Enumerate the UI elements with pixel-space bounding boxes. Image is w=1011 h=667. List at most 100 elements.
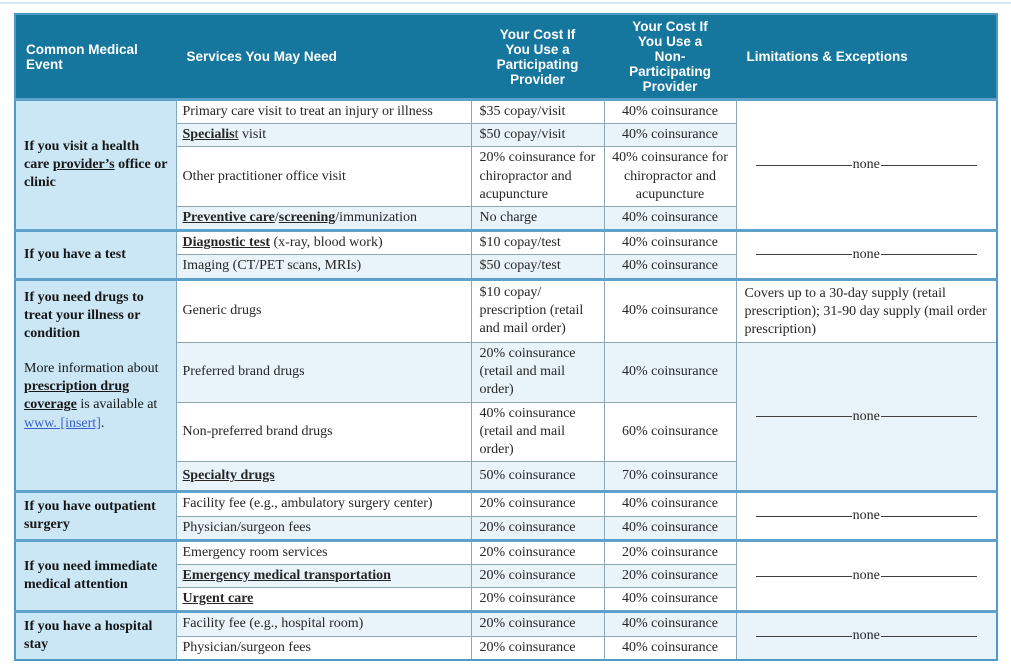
service-cell-primary-care: Primary care visit to treat an injury or… bbox=[175, 98, 472, 125]
participating-cost-cell: $50 copay/test bbox=[470, 254, 605, 280]
participating-cost-cell: $10 copay/test bbox=[470, 230, 605, 256]
non-participating-cost-cell: 40% coinsurance bbox=[603, 515, 737, 541]
event-text: If you have a hospital stay bbox=[24, 618, 153, 652]
prescription-info-link[interactable]: www. [insert] bbox=[24, 415, 101, 431]
section-immediate-attention: If you need immediate medical attention … bbox=[14, 539, 998, 613]
non-participating-cost-cell: 40% coinsurance bbox=[603, 611, 737, 637]
note-text: is available at bbox=[76, 397, 158, 413]
participating-cost-cell: $50 copay/visit bbox=[470, 123, 605, 148]
col-header-common-medical-event: Common Medical Event bbox=[14, 13, 177, 100]
event-cell-test: If you have a test bbox=[14, 230, 177, 280]
note-text: More information about bbox=[24, 361, 159, 377]
participating-cost-cell: No charge bbox=[470, 205, 605, 232]
none-indicator: none bbox=[745, 246, 989, 264]
service-cell-other-practitioner: Other practitioner office visit bbox=[175, 146, 472, 207]
none-indicator: none bbox=[745, 567, 989, 585]
none-label: none bbox=[852, 408, 880, 424]
non-participating-cost-cell: 60% coinsurance bbox=[603, 401, 737, 463]
col-header-limitations: Limitations & Exceptions bbox=[735, 13, 998, 100]
event-text: If you need drugs to treat your illness … bbox=[24, 289, 144, 341]
glossary-term-preventive-care[interactable]: Preventive care bbox=[182, 209, 275, 225]
event-text: If you visit a health care bbox=[24, 138, 140, 172]
limitations-cell: none bbox=[735, 539, 998, 613]
section-office-clinic: If you visit a health care provider’s of… bbox=[14, 98, 998, 232]
participating-cost-cell: 20% coinsurance bbox=[470, 491, 605, 517]
none-dash-line bbox=[755, 254, 852, 256]
none-indicator: none bbox=[745, 156, 989, 174]
service-cell-preventive-care: Preventive care/screening/immunization bbox=[175, 205, 472, 232]
glossary-term-prescription-drug-coverage[interactable]: prescription drug coverage bbox=[24, 379, 130, 413]
non-participating-cost-cell: 20% coinsurance bbox=[603, 539, 737, 565]
participating-cost-cell: $10 copay/ prescription (retail and mail… bbox=[470, 278, 605, 344]
table-row: If you visit a health care provider’s of… bbox=[14, 98, 998, 232]
non-participating-cost-cell: 40% coinsurance bbox=[603, 205, 737, 232]
header-row: Common Medical Event Services You May Ne… bbox=[14, 13, 998, 100]
table-row: Physician/surgeon fees 20% coinsurance 4… bbox=[15, 515, 997, 541]
participating-cost-cell: 20% coinsurance bbox=[470, 587, 605, 613]
glossary-term-providers[interactable]: provider’s bbox=[52, 156, 115, 172]
non-participating-cost-cell: 40% coinsurance for chiropractor and acu… bbox=[603, 146, 737, 207]
service-cell-urgent-care: Urgent care bbox=[175, 587, 472, 613]
glossary-term-screening[interactable]: screening bbox=[278, 209, 336, 225]
none-indicator: none bbox=[745, 507, 989, 525]
table-row: If you have a hospital stay Facility fee… bbox=[14, 611, 998, 661]
none-label: none bbox=[852, 627, 880, 643]
col-header-services: Services You May Need bbox=[175, 13, 472, 100]
service-cell-physician-surgeon-fees: Physician/surgeon fees bbox=[175, 515, 472, 541]
non-participating-cost-cell: 40% coinsurance bbox=[603, 342, 737, 403]
glossary-term-specialty-drugs[interactable]: Specialty drugs bbox=[182, 468, 275, 484]
none-dash-line bbox=[880, 416, 977, 418]
table-row: Preventive care/screening/immunization N… bbox=[15, 205, 997, 232]
none-dash-line bbox=[755, 416, 852, 418]
table-row: If you have a test Diagnostic test (x-ra… bbox=[14, 230, 998, 280]
table-row: If you have outpatient surgery Facility … bbox=[14, 491, 998, 541]
glossary-term-emergency-medical-transportation[interactable]: Emergency medical transportation bbox=[182, 567, 391, 583]
participating-cost-cell: 20% coinsurance bbox=[470, 539, 605, 565]
event-text: If you have outpatient surgery bbox=[24, 498, 156, 533]
service-text: visit bbox=[238, 127, 267, 143]
drug-info-note: More information about prescription drug… bbox=[24, 360, 168, 433]
limitations-cell: none bbox=[735, 98, 998, 232]
glossary-term-specialist[interactable]: Specialis bbox=[182, 127, 235, 143]
event-text: If you have a test bbox=[24, 246, 126, 262]
non-participating-cost-cell: 40% coinsurance bbox=[603, 491, 737, 517]
section-drugs: If you need drugs to treat your illness … bbox=[14, 278, 998, 493]
limitations-cell-drug-supply: Covers up to a 30-day supply (retail pre… bbox=[735, 278, 998, 344]
participating-cost-cell: 20% coinsurance for chiropractor and acu… bbox=[470, 146, 605, 207]
event-cell-office-clinic: If you visit a health care provider’s of… bbox=[14, 98, 177, 232]
non-participating-cost-cell: 40% coinsurance bbox=[603, 587, 737, 613]
limitations-cell: none bbox=[735, 342, 998, 493]
none-dash-line bbox=[880, 254, 977, 256]
service-cell-preferred-brand-drugs: Preferred brand drugs bbox=[175, 342, 472, 403]
service-cell-emergency-room: Emergency room services bbox=[175, 539, 472, 565]
event-text: If you need immediate medical attention bbox=[24, 558, 158, 593]
table-row: If you need immediate medical attention … bbox=[14, 539, 998, 613]
service-cell-specialty-drugs: Specialty drugs bbox=[175, 461, 472, 493]
participating-cost-cell: 20% coinsurance bbox=[470, 611, 605, 637]
participating-cost-cell: $35 copay/visit bbox=[470, 98, 605, 125]
none-dash-line bbox=[880, 515, 977, 517]
table-row: Non-preferred brand drugs 40% coinsuranc… bbox=[15, 401, 997, 463]
event-cell-hospital-stay: If you have a hospital stay bbox=[14, 611, 177, 661]
none-label: none bbox=[852, 567, 880, 583]
none-dash-line bbox=[755, 515, 852, 517]
participating-cost-cell: 40% coinsurance (retail and mail order) bbox=[470, 401, 605, 463]
service-cell-imaging: Imaging (CT/PET scans, MRIs) bbox=[175, 254, 472, 280]
glossary-term-diagnostic-test[interactable]: Diagnostic test bbox=[182, 235, 271, 251]
non-participating-cost-cell: 40% coinsurance bbox=[603, 123, 737, 148]
participating-cost-cell: 20% coinsurance bbox=[470, 563, 605, 589]
none-dash-line bbox=[880, 635, 977, 637]
table-row: Preferred brand drugs 20% coinsurance (r… bbox=[15, 342, 998, 493]
none-dash-line bbox=[755, 635, 852, 637]
glossary-term-urgent-care[interactable]: Urgent care bbox=[182, 591, 254, 607]
limitations-cell: none bbox=[735, 230, 998, 280]
service-text: /immunization bbox=[335, 209, 417, 225]
table-row: Other practitioner office visit 20% coin… bbox=[15, 146, 997, 207]
service-cell-diagnostic-test: Diagnostic test (x-ray, blood work) bbox=[175, 230, 472, 256]
service-text: (x-ray, blood work) bbox=[270, 235, 383, 251]
event-cell-immediate-attention: If you need immediate medical attention bbox=[14, 539, 177, 613]
none-indicator: none bbox=[745, 408, 989, 426]
service-cell-physician-surgeon-fees: Physician/surgeon fees bbox=[175, 635, 472, 661]
glossary-term-specialist[interactable]: t bbox=[234, 127, 239, 143]
none-label: none bbox=[852, 246, 880, 262]
